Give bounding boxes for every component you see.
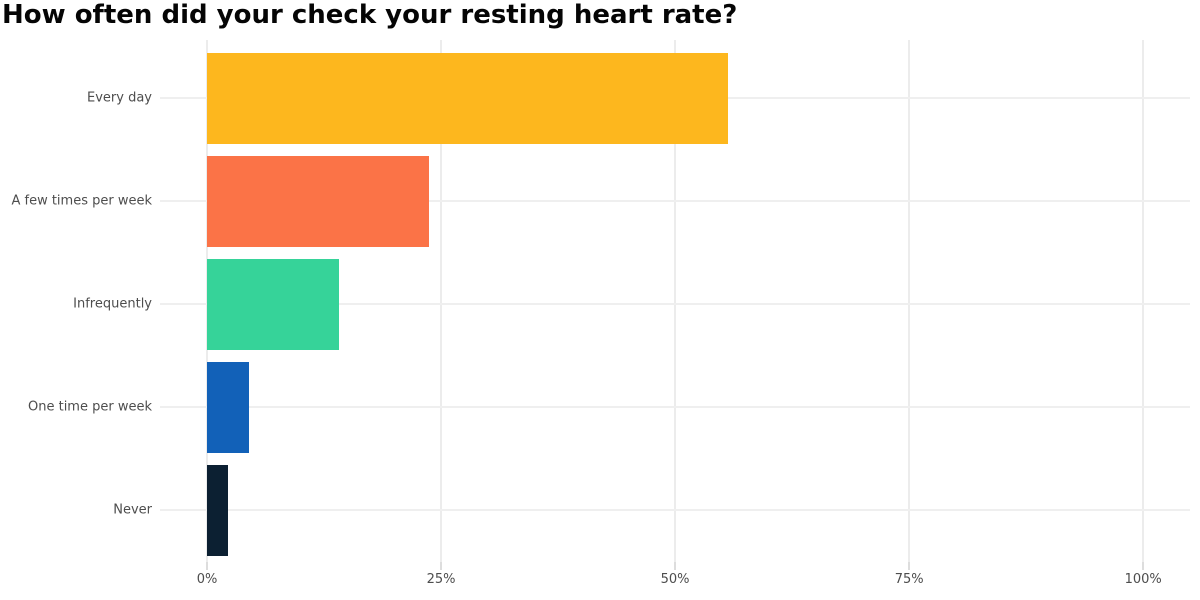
x-tick-label: 0% <box>196 572 218 587</box>
bar-a-few-times-per-week <box>207 155 429 247</box>
x-tick-label: 50% <box>660 572 690 587</box>
x-tick-mark <box>206 562 208 570</box>
category-gridline <box>160 303 1190 305</box>
x-tick-label: 25% <box>426 572 456 587</box>
chart-title: How often did your check your resting he… <box>2 0 738 30</box>
category-gridline <box>160 406 1190 408</box>
x-tick-mark <box>1142 562 1145 570</box>
bar-one-time-per-week <box>207 361 250 453</box>
bar-every-day <box>207 52 728 144</box>
x-gridline <box>674 40 677 562</box>
category-label: Infrequently <box>73 296 152 312</box>
bar-never <box>207 464 228 556</box>
category-label: One time per week <box>28 399 152 415</box>
category-label: A few times per week <box>11 193 152 209</box>
category-label: Never <box>113 502 152 518</box>
x-tick-label: 75% <box>894 572 924 587</box>
x-tick-mark <box>674 562 677 570</box>
x-gridline <box>440 40 443 562</box>
x-tick-mark <box>440 562 443 570</box>
category-label: Every day <box>87 90 152 106</box>
category-gridline <box>160 509 1190 511</box>
x-tick-mark <box>908 562 911 570</box>
x-gridline <box>908 40 911 562</box>
x-gridline <box>1142 40 1145 562</box>
bar-infrequently <box>207 258 339 350</box>
x-tick-label: 100% <box>1124 572 1162 587</box>
category-gridline <box>160 200 1190 202</box>
